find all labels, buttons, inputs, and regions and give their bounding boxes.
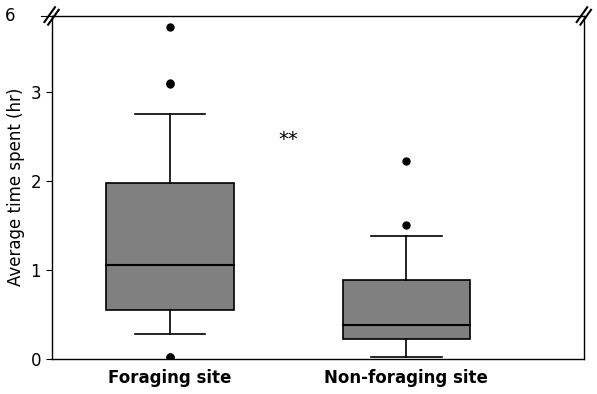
Bar: [343, 280, 470, 339]
Y-axis label: Average time spent (hr): Average time spent (hr): [7, 88, 25, 286]
Bar: [106, 183, 233, 310]
Text: 6: 6: [5, 7, 16, 25]
Text: **: **: [278, 130, 298, 149]
